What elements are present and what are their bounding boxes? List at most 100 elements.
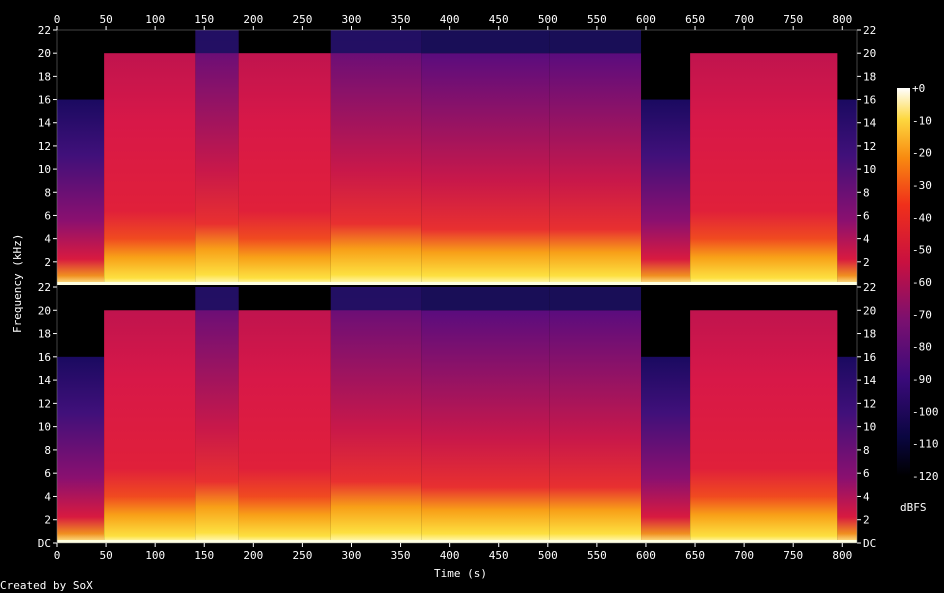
y-tick-label-right: 18 bbox=[863, 70, 876, 83]
x-tick-label-bottom: 50 bbox=[99, 549, 112, 562]
y-tick-label-left: 20 bbox=[38, 304, 51, 317]
y-tick-label-right: 6 bbox=[863, 209, 870, 222]
dc-line-channel-2 bbox=[57, 540, 857, 543]
y-tick-label-left: DC bbox=[38, 537, 51, 550]
y-tick-label-right: 8 bbox=[863, 444, 870, 457]
y-tick-label-left: 14 bbox=[38, 117, 52, 130]
x-tick-label-top: 250 bbox=[292, 13, 312, 26]
x-tick-label-bottom: 150 bbox=[194, 549, 214, 562]
footer-credit: Created by SoX bbox=[0, 579, 93, 592]
y-tick-label-left: 6 bbox=[44, 467, 51, 480]
colorbar-label: dBFS bbox=[900, 501, 927, 514]
x-tick-label-bottom: 250 bbox=[292, 549, 312, 562]
y-tick-label-right: DC bbox=[863, 537, 876, 550]
y-tick-label-right: 2 bbox=[863, 256, 870, 269]
colorbar-tick-label: -20 bbox=[912, 147, 932, 160]
segment-7-channel-1 bbox=[549, 53, 642, 285]
x-tick-label-bottom: 0 bbox=[54, 549, 61, 562]
x-tick-label-top: 700 bbox=[734, 13, 754, 26]
y-tick-label-left: 14 bbox=[38, 374, 52, 387]
colorbar-tick-label: -80 bbox=[912, 341, 932, 354]
y-tick-label-left: 8 bbox=[44, 186, 51, 199]
x-tick-label-top: 800 bbox=[832, 13, 852, 26]
x-tick-label-top: 650 bbox=[685, 13, 705, 26]
x-tick-label-bottom: 100 bbox=[145, 549, 165, 562]
x-axis-label: Time (s) bbox=[434, 567, 487, 580]
x-tick-label-top: 200 bbox=[243, 13, 263, 26]
colorbar-tick-label: -30 bbox=[912, 179, 932, 192]
x-tick-label-top: 300 bbox=[342, 13, 362, 26]
x-tick-label-bottom: 750 bbox=[783, 549, 803, 562]
y-tick-label-left: 20 bbox=[38, 47, 51, 60]
x-tick-label-bottom: 600 bbox=[636, 549, 656, 562]
x-tick-label-bottom: 350 bbox=[391, 549, 411, 562]
x-tick-label-bottom: 450 bbox=[489, 549, 509, 562]
y-tick-label-right: 12 bbox=[863, 140, 876, 153]
y-tick-label-right: 8 bbox=[863, 186, 870, 199]
x-tick-label-top: 150 bbox=[194, 13, 214, 26]
x-tick-label-top: 500 bbox=[538, 13, 558, 26]
x-tick-label-top: 50 bbox=[99, 13, 112, 26]
x-tick-label-bottom: 400 bbox=[440, 549, 460, 562]
segment-6-channel-2 bbox=[421, 310, 550, 543]
y-tick-label-left: 10 bbox=[38, 163, 51, 176]
x-tick-label-bottom: 200 bbox=[243, 549, 263, 562]
segment-8-channel-1 bbox=[641, 99, 691, 285]
y-tick-label-right: 4 bbox=[863, 233, 870, 246]
segment-7-top-band-channel-1 bbox=[549, 30, 642, 54]
segment-3-top-band-channel-1 bbox=[195, 30, 239, 54]
x-tick-label-bottom: 650 bbox=[685, 549, 705, 562]
segment-6-channel-1 bbox=[421, 53, 550, 285]
y-tick-label-left: 4 bbox=[44, 233, 51, 246]
y-tick-label-right: 18 bbox=[863, 328, 876, 341]
x-tick-label-bottom: 500 bbox=[538, 549, 558, 562]
y-tick-label-right: 16 bbox=[863, 94, 876, 107]
x-tick-label-bottom: 300 bbox=[342, 549, 362, 562]
y-tick-label-right: 14 bbox=[863, 117, 877, 130]
colorbar-tick-label: -10 bbox=[912, 114, 932, 127]
y-tick-label-right: 6 bbox=[863, 467, 870, 480]
x-tick-label-top: 100 bbox=[145, 13, 165, 26]
y-tick-label-right: 2 bbox=[863, 514, 870, 527]
y-tick-label-right: 12 bbox=[863, 397, 876, 410]
x-tick-label-bottom: 550 bbox=[587, 549, 607, 562]
colorbar-tick-label: -120 bbox=[912, 470, 939, 483]
segment-8-channel-2 bbox=[641, 356, 691, 543]
colorbar-tick-label: -110 bbox=[912, 438, 939, 451]
segment-7-top-band-channel-2 bbox=[549, 287, 642, 311]
segment-5-channel-1 bbox=[330, 30, 422, 285]
segment-9-channel-1 bbox=[690, 53, 838, 285]
segment-4-channel-2 bbox=[238, 310, 331, 543]
colorbar bbox=[897, 88, 910, 476]
y-tick-label-left: 10 bbox=[38, 421, 51, 434]
y-tick-label-left: 16 bbox=[38, 351, 51, 364]
y-axis-label: Frequency (kHz) bbox=[11, 234, 24, 333]
segment-7-channel-2 bbox=[549, 310, 642, 543]
segment-5-channel-2 bbox=[330, 287, 422, 543]
segment-3-channel-1 bbox=[195, 30, 239, 285]
x-tick-label-top: 400 bbox=[440, 13, 460, 26]
channel-panels bbox=[57, 30, 857, 543]
plot-frame bbox=[56, 29, 858, 544]
segment-5-top-band-channel-1 bbox=[330, 30, 422, 54]
x-tick-label-bottom: 700 bbox=[734, 549, 754, 562]
y-tick-label-left: 12 bbox=[38, 397, 51, 410]
x-tick-label-top: 0 bbox=[54, 13, 61, 26]
dc-line-channel-1 bbox=[57, 282, 857, 285]
colorbar-tick-label: -100 bbox=[912, 405, 939, 418]
x-tick-label-top: 450 bbox=[489, 13, 509, 26]
segment-6-top-band-channel-2 bbox=[421, 287, 550, 311]
segment-6-top-band-channel-1 bbox=[421, 30, 550, 54]
colorbar-ticks: +0 -10 -20 -30 -40 -50 -60 -70 -80 -90 -100 -110 -12… bbox=[912, 82, 939, 483]
colorbar-tick-label: +0 bbox=[912, 82, 925, 95]
segment-2-channel-2 bbox=[104, 310, 196, 543]
segment-4-channel-1 bbox=[238, 53, 331, 285]
segment-10-channel-1 bbox=[837, 99, 857, 285]
y-tick-label-right: 10 bbox=[863, 421, 876, 434]
segment-9-channel-2 bbox=[690, 310, 838, 543]
y-tick-label-left: 22 bbox=[38, 24, 51, 37]
y-tick-label-left: 2 bbox=[44, 514, 51, 527]
x-tick-label-bottom: 800 bbox=[832, 549, 852, 562]
